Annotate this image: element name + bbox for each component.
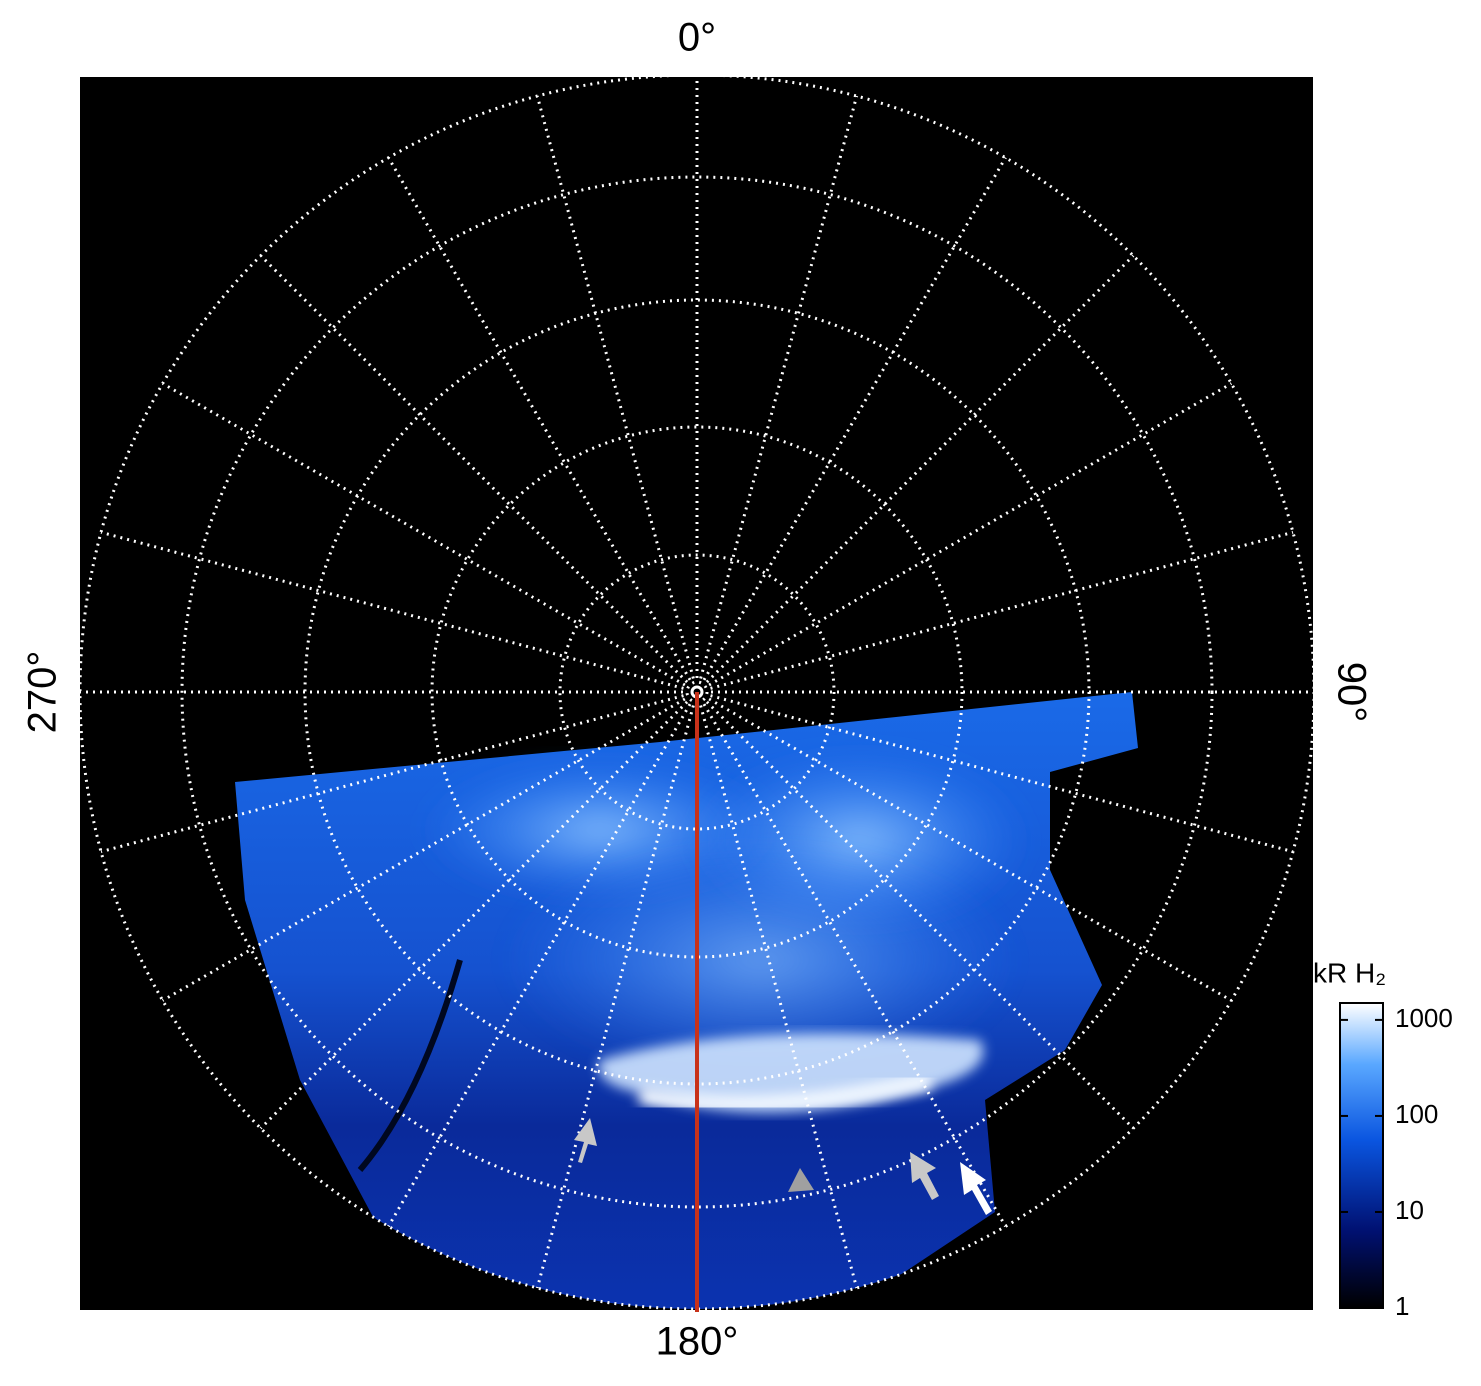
grid-spoke [387,156,692,681]
grid-spoke [708,697,1233,1002]
arrow [574,1118,597,1163]
grid-spoke [100,694,684,854]
grid-spoke [699,705,859,1289]
arrows [574,1118,992,1215]
arrow [910,1152,939,1200]
grid-ring [430,425,964,959]
grid-spoke [705,254,1135,684]
arrow [960,1162,992,1215]
theta-tick-label: 180° [656,1320,739,1364]
grid-spoke [535,95,695,679]
grid-spoke [535,705,695,1289]
grid-spoke [702,703,1007,1228]
grid-spoke [708,382,1233,687]
grid-spoke [702,156,1007,681]
theta-tick-label: 0° [678,16,716,60]
colorbar-tick-label: 100 [1395,1099,1438,1129]
grid-spoke [259,700,689,1130]
grid-spoke [259,254,689,684]
grid-spoke [710,694,1294,854]
colorbar-tick-label: 1000 [1395,1003,1453,1033]
theta-tick-label: 90° [1329,662,1373,723]
grid-spoke [705,700,1135,1130]
grid-ring [558,553,836,831]
colorbar [1339,1002,1384,1309]
grid-spoke [387,703,692,1228]
colorbar-label: kR H₂ [1313,957,1386,988]
grid-spoke [100,530,684,690]
colorbar-tick-label: 1 [1395,1291,1409,1321]
polar-grid [78,73,1316,1311]
grid-spoke [161,382,686,687]
colorbar-tick-label: 10 [1395,1195,1424,1225]
grid-spoke [710,530,1294,690]
grid-ring [180,175,1214,1209]
grid-spoke [699,95,859,679]
theta-tick-label: 270° [21,651,65,734]
arrow [788,1168,814,1192]
grid-spoke [161,697,686,1002]
